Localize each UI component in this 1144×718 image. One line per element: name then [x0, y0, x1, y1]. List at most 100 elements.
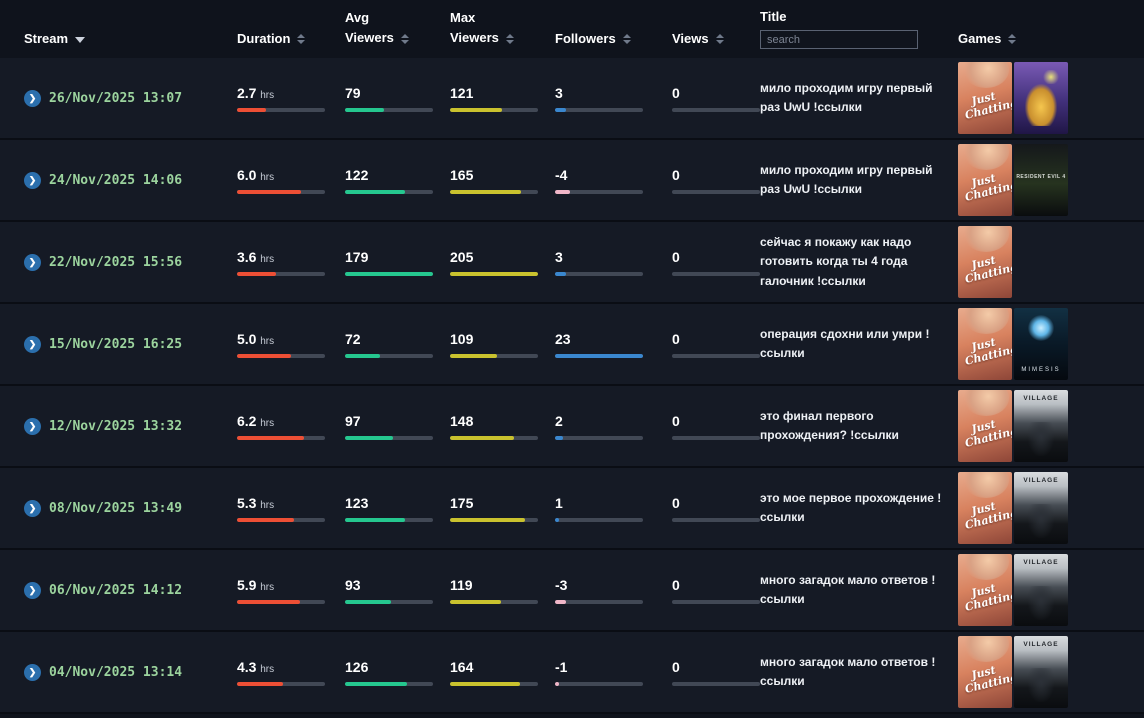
avg_viewers-bar-fill: [345, 353, 381, 358]
views-value: 0: [672, 166, 680, 183]
duration-cell: 6.2 hrs: [237, 413, 345, 440]
expand-stream-icon[interactable]: ❯: [24, 417, 41, 435]
expand-stream-icon[interactable]: ❯: [24, 171, 41, 189]
game-thumbnail-just-chatting[interactable]: Just Chatting: [958, 472, 1012, 544]
followers-bar: [555, 435, 643, 440]
game-thumbnail-resident-evil-4[interactable]: RESIDENT EVIL 4: [1014, 144, 1068, 216]
column-header-title-label: Title: [760, 9, 787, 24]
column-header-views[interactable]: Views: [672, 31, 760, 58]
followers-cell: 3: [555, 85, 672, 112]
stream-row[interactable]: ❯ 08/Nov/2025 13:49 5.3 hrs 123 175 1 0 …: [0, 468, 1144, 550]
expand-stream-icon[interactable]: ❯: [24, 253, 41, 271]
stream-row[interactable]: ❯ 24/Nov/2025 14:06 6.0 hrs 122 165 -4 0: [0, 140, 1144, 222]
game-thumbnail-cartoon-game[interactable]: [1014, 62, 1068, 134]
followers-value: 1: [555, 494, 563, 511]
duration-bar-fill: [237, 435, 304, 440]
sort-icon: [715, 33, 724, 44]
followers-value: -3: [555, 576, 568, 593]
followers-cell: 2: [555, 413, 672, 440]
views-bar: [672, 681, 760, 686]
followers-bar: [555, 599, 643, 604]
game-thumbnail-just-chatting[interactable]: Just Chatting: [958, 636, 1012, 708]
max_viewers-bar-fill: [450, 189, 521, 194]
avg-viewers-bar: [345, 107, 433, 112]
expand-stream-icon[interactable]: ❯: [24, 335, 41, 353]
games-cell: Just Chatting VILLAGE: [958, 636, 1144, 708]
stream-cell: ❯ 26/Nov/2025 13:07: [24, 89, 237, 107]
title-cell: это мое первое прохождение ! ссылки: [760, 489, 958, 527]
game-thumbnail-just-chatting[interactable]: Just Chatting: [958, 144, 1012, 216]
game-thumbnail-just-chatting[interactable]: Just Chatting: [958, 390, 1012, 462]
stream-date[interactable]: 08/Nov/2025 13:49: [49, 500, 183, 516]
column-header-stream[interactable]: Stream: [24, 31, 237, 58]
title-cell: мило проходим игру первый раз UwU !ссылк…: [760, 161, 958, 199]
stream-date[interactable]: 22/Nov/2025 15:56: [49, 254, 183, 270]
stream-date[interactable]: 24/Nov/2025 14:06: [49, 172, 183, 188]
game-thumbnail-just-chatting[interactable]: Just Chatting: [958, 62, 1012, 134]
max-viewers-cell: 121: [450, 85, 555, 112]
duration-cell: 5.0 hrs: [237, 331, 345, 358]
expand-stream-icon[interactable]: ❯: [24, 89, 41, 107]
duration-bar-fill: [237, 599, 301, 604]
game-thumbnail-just-chatting[interactable]: Just Chatting: [958, 308, 1012, 380]
stream-row[interactable]: ❯ 04/Nov/2025 13:14 4.3 hrs 126 164 -1 0: [0, 632, 1144, 714]
avg-viewers-bar: [345, 435, 433, 440]
game-thumbnail-label: Just Chatting: [963, 417, 1012, 450]
duration-cell: 4.3 hrs: [237, 659, 345, 686]
max-viewers-cell: 148: [450, 413, 555, 440]
expand-stream-icon[interactable]: ❯: [24, 499, 41, 517]
expand-stream-icon[interactable]: ❯: [24, 581, 41, 599]
column-header-avg-viewers[interactable]: Avg Viewers: [345, 9, 450, 58]
game-thumbnail-village[interactable]: VILLAGE: [1014, 554, 1068, 626]
game-thumbnail-mimesis[interactable]: MIMESIS: [1014, 308, 1068, 380]
game-thumbnail-just-chatting[interactable]: Just Chatting: [958, 554, 1012, 626]
avg_viewers-bar-fill: [345, 435, 393, 440]
duration-cell: 5.3 hrs: [237, 495, 345, 522]
avg_viewers-value: 126: [345, 658, 369, 675]
stream-row[interactable]: ❯ 22/Nov/2025 15:56 3.6 hrs 179 205 3 0 …: [0, 222, 1144, 304]
avg-viewers-cell: 126: [345, 659, 450, 686]
stream-date[interactable]: 26/Nov/2025 13:07: [49, 90, 183, 106]
stream-date[interactable]: 12/Nov/2025 13:32: [49, 418, 183, 434]
game-thumbnail-label: Just Chatting: [963, 171, 1012, 204]
column-header-games[interactable]: Games: [958, 31, 1144, 58]
views-value: 0: [672, 248, 680, 265]
stream-row[interactable]: ❯ 26/Nov/2025 13:07 2.7 hrs 79 121 3 0 м…: [0, 58, 1144, 140]
max_viewers-bar-fill: [450, 271, 538, 276]
stream-cell: ❯ 22/Nov/2025 15:56: [24, 253, 237, 271]
followers-bar-fill: [555, 599, 567, 604]
game-thumbnail-label: VILLAGE: [1023, 395, 1059, 402]
game-thumbnail-village[interactable]: VILLAGE: [1014, 390, 1068, 462]
max-viewers-cell: 164: [450, 659, 555, 686]
avg-viewers-cell: 79: [345, 85, 450, 112]
stream-date[interactable]: 06/Nov/2025 14:12: [49, 582, 183, 598]
duration-unit: hrs: [257, 417, 275, 429]
stream-date[interactable]: 15/Nov/2025 16:25: [49, 336, 183, 352]
title-cell: мило проходим игру первый раз UwU !ссылк…: [760, 79, 958, 117]
expand-stream-icon[interactable]: ❯: [24, 663, 41, 681]
column-header-max-viewers[interactable]: Max Viewers: [450, 9, 555, 58]
game-thumbnail-village[interactable]: VILLAGE: [1014, 472, 1068, 544]
followers-bar: [555, 271, 643, 276]
avg_viewers-value: 97: [345, 412, 361, 429]
game-thumbnail-village[interactable]: VILLAGE: [1014, 636, 1068, 708]
views-value: 0: [672, 330, 680, 347]
avg_viewers-value: 123: [345, 494, 369, 511]
stream-row[interactable]: ❯ 12/Nov/2025 13:32 6.2 hrs 97 148 2 0 э…: [0, 386, 1144, 468]
games-cell: Just Chatting: [958, 62, 1144, 134]
stream-title: это финал первого прохождения? !ссылки: [760, 408, 899, 442]
duration-bar-fill: [237, 107, 266, 112]
views-bar: [672, 517, 760, 522]
title-search-input[interactable]: [760, 30, 918, 49]
column-header-followers[interactable]: Followers: [555, 31, 672, 58]
column-header-duration[interactable]: Duration: [237, 31, 345, 58]
sort-icon: [622, 33, 631, 44]
games-cell: Just Chatting: [958, 226, 1144, 298]
max_viewers-value: 205: [450, 248, 474, 265]
stream-cell: ❯ 08/Nov/2025 13:49: [24, 499, 237, 517]
stream-row[interactable]: ❯ 15/Nov/2025 16:25 5.0 hrs 72 109 23 0 …: [0, 304, 1144, 386]
game-thumbnail-just-chatting[interactable]: Just Chatting: [958, 226, 1012, 298]
stream-row[interactable]: ❯ 06/Nov/2025 14:12 5.9 hrs 93 119 -3 0 …: [0, 550, 1144, 632]
views-bar: [672, 353, 760, 358]
stream-date[interactable]: 04/Nov/2025 13:14: [49, 664, 183, 680]
